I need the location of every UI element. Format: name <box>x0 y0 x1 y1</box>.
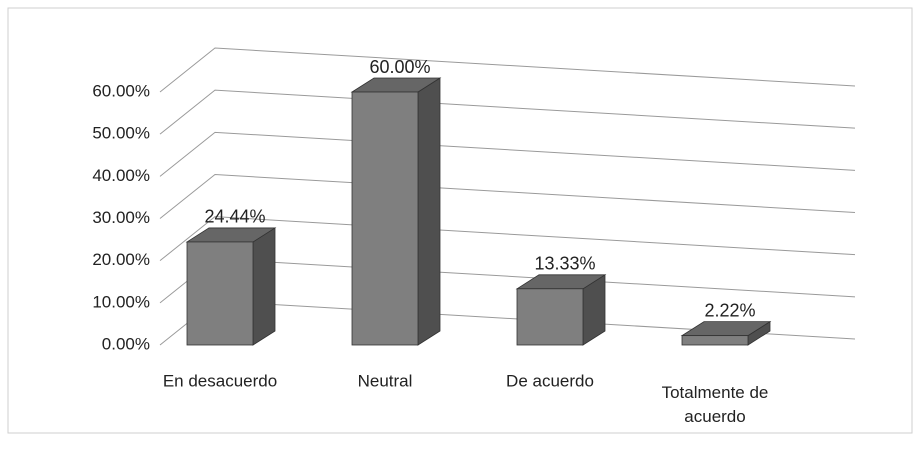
bar-front <box>351 91 419 346</box>
value-label: 2.22% <box>704 300 755 320</box>
grid-line <box>159 47 856 93</box>
bar-front <box>186 241 254 346</box>
bar <box>680 320 772 346</box>
bar <box>350 77 442 346</box>
bar-side <box>252 227 276 346</box>
value-label: 24.44% <box>204 207 265 227</box>
grid-line <box>159 216 856 262</box>
y-tick-label: 20.00% <box>92 250 150 269</box>
x-tick-label: En desacuerdo <box>163 371 277 390</box>
y-tick-label: 50.00% <box>92 124 150 143</box>
y-tick-label: 10.00% <box>92 292 150 311</box>
y-tick-label: 60.00% <box>92 81 150 100</box>
x-tick-label: De acuerdo <box>506 371 594 390</box>
grid-line <box>159 173 856 219</box>
grid-line <box>159 89 856 135</box>
value-label: 60.00% <box>369 57 430 77</box>
x-tick-label: Totalmente de acuerdo <box>662 383 769 426</box>
bar <box>515 274 607 346</box>
value-label: 13.33% <box>534 254 595 274</box>
bar <box>185 227 277 346</box>
bar-side <box>417 77 441 346</box>
y-tick-label: 0.00% <box>102 334 150 353</box>
y-tick-label: 30.00% <box>92 208 150 227</box>
grid-line <box>159 131 856 177</box>
y-tick-label: 40.00% <box>92 166 150 185</box>
bar-front <box>681 335 749 346</box>
chart-border <box>7 7 913 434</box>
x-tick-label: Neutral <box>358 371 413 390</box>
bar-front <box>516 288 584 346</box>
